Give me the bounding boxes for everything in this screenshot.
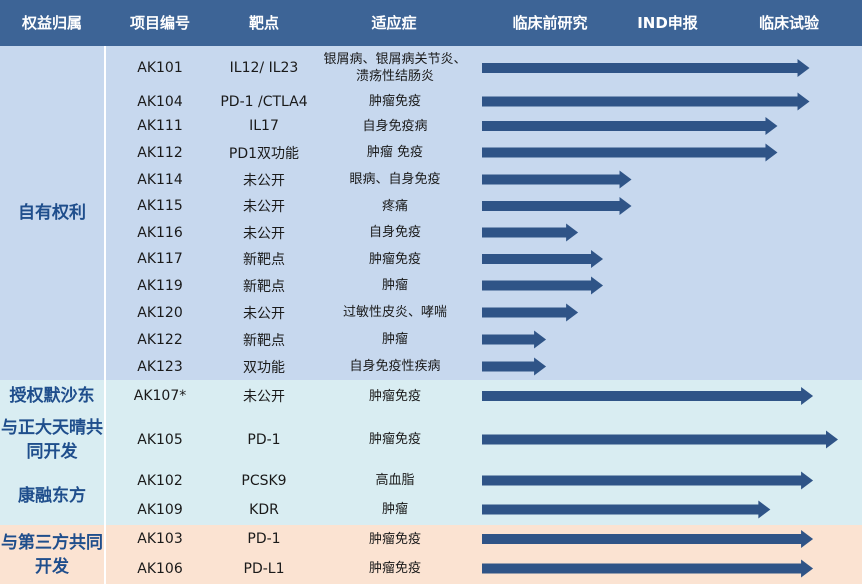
progress-arrow-ak107	[482, 387, 814, 405]
row-target: PD-1	[247, 531, 281, 547]
row-indication: 自身免疫性疾病	[349, 359, 441, 374]
row-code: AK102	[137, 472, 183, 489]
row-target: 新靶点	[243, 332, 285, 349]
row-code: AK116	[137, 224, 183, 241]
header-group: 权益归属	[21, 14, 82, 32]
row-target: PD1双功能	[228, 145, 300, 162]
row-indication: 肿瘤免疫	[368, 561, 421, 576]
row-code: AK107*	[133, 388, 187, 404]
row-target: IL12/ IL23	[229, 60, 299, 76]
row-indication: 肿瘤	[381, 502, 408, 517]
row-indication: 自身免疫	[368, 225, 421, 240]
row-indication: 过敏性皮炎、哮喘	[342, 305, 447, 320]
row-code: AK119	[137, 277, 183, 294]
header-code: 项目编号	[129, 14, 190, 32]
row-indication: 疼痛	[381, 198, 408, 214]
row-indication: 高血脂	[375, 473, 415, 488]
progress-arrow-ak104	[482, 92, 810, 111]
row-target: PCSK9	[241, 472, 287, 489]
row-code: AK111	[137, 118, 183, 134]
row-indication: 眼病、自身免疫	[349, 172, 441, 187]
row-indication: 肿瘤	[381, 332, 408, 347]
header-target: 靶点	[248, 14, 279, 32]
row-code: AK115	[137, 198, 183, 214]
row-code: AK103	[137, 531, 183, 547]
progress-arrow-ak103	[482, 530, 814, 548]
progress-arrow-ak112	[482, 143, 778, 162]
row-target: KDR	[249, 501, 279, 518]
row-code: AK106	[137, 560, 183, 577]
progress-arrow-ak101	[482, 59, 810, 77]
row-target: 未公开	[243, 305, 285, 322]
row-target: 未公开	[243, 389, 285, 405]
row-code: AK122	[137, 331, 183, 348]
progress-arrow-ak115	[482, 197, 632, 215]
progress-arrow-ak109	[482, 500, 771, 519]
progress-arrow-ak105	[482, 430, 838, 449]
row-target: 未公开	[243, 225, 285, 242]
row-code: AK123	[137, 358, 183, 375]
row-target: PD-1 /CTLA4	[220, 93, 308, 110]
progress-arrow-ak119	[482, 276, 604, 295]
group-label: 自有权利	[18, 203, 86, 223]
row-code: AK105	[137, 431, 183, 448]
row-indication: 肿瘤 免疫	[366, 145, 424, 160]
row-target: PD-L1	[243, 560, 285, 577]
header-indication: 适应症	[371, 14, 417, 32]
row-code: AK112	[137, 144, 183, 161]
column-divider	[104, 46, 106, 584]
row-indication: 肿瘤免疫	[368, 388, 421, 404]
row-target: 新靶点	[243, 278, 285, 295]
table-header: 权益归属 项目编号 靶点 适应症 临床前研究 IND申报 临床试验	[0, 0, 862, 46]
row-target: IL17	[249, 118, 279, 134]
header-stage-clinical: 临床试验	[758, 14, 819, 32]
row-indication: 肿瘤免疫	[368, 94, 421, 109]
row-target: PD-1	[247, 431, 281, 448]
group-label: 授权默沙东	[9, 386, 95, 406]
row-code: AK120	[137, 304, 183, 321]
progress-arrow-ak106	[482, 559, 814, 578]
row-indication: 银屑病、银屑病关节炎、溃疡性结肠炎	[323, 52, 467, 84]
row-target: 新靶点	[243, 252, 285, 268]
row-indication: 肿瘤	[381, 278, 408, 293]
row-code: AK114	[137, 171, 183, 188]
row-target: 双功能	[243, 359, 285, 376]
row-target: 未公开	[243, 199, 285, 215]
group-label: 与第三方共同开发	[1, 532, 103, 577]
row-indication: 肿瘤免疫	[368, 432, 421, 447]
header-stage-preclinical: 临床前研究	[512, 14, 588, 32]
row-indication: 肿瘤免疫	[368, 251, 421, 267]
group-label: 康融东方	[18, 486, 86, 506]
progress-arrow-ak102	[482, 471, 814, 490]
progress-arrow-ak117	[482, 250, 604, 268]
row-code: AK101	[137, 60, 183, 76]
progress-arrow-ak120	[482, 303, 579, 322]
group-label: 与正大天晴共同开发	[1, 417, 103, 462]
progress-arrow-ak122	[482, 330, 547, 349]
row-indication: 自身免疫病	[362, 118, 428, 134]
progress-arrow-ak111	[482, 117, 778, 135]
header-stage-ind: IND申报	[637, 14, 698, 32]
row-code: AK117	[137, 251, 183, 267]
row-code: AK104	[137, 93, 183, 110]
progress-arrow-ak116	[482, 223, 579, 242]
progress-arrow-ak123	[482, 357, 547, 376]
row-code: AK109	[137, 501, 183, 518]
progress-arrow-ak114	[482, 170, 632, 189]
row-target: 未公开	[243, 172, 285, 189]
row-indication: 肿瘤免疫	[368, 531, 421, 547]
